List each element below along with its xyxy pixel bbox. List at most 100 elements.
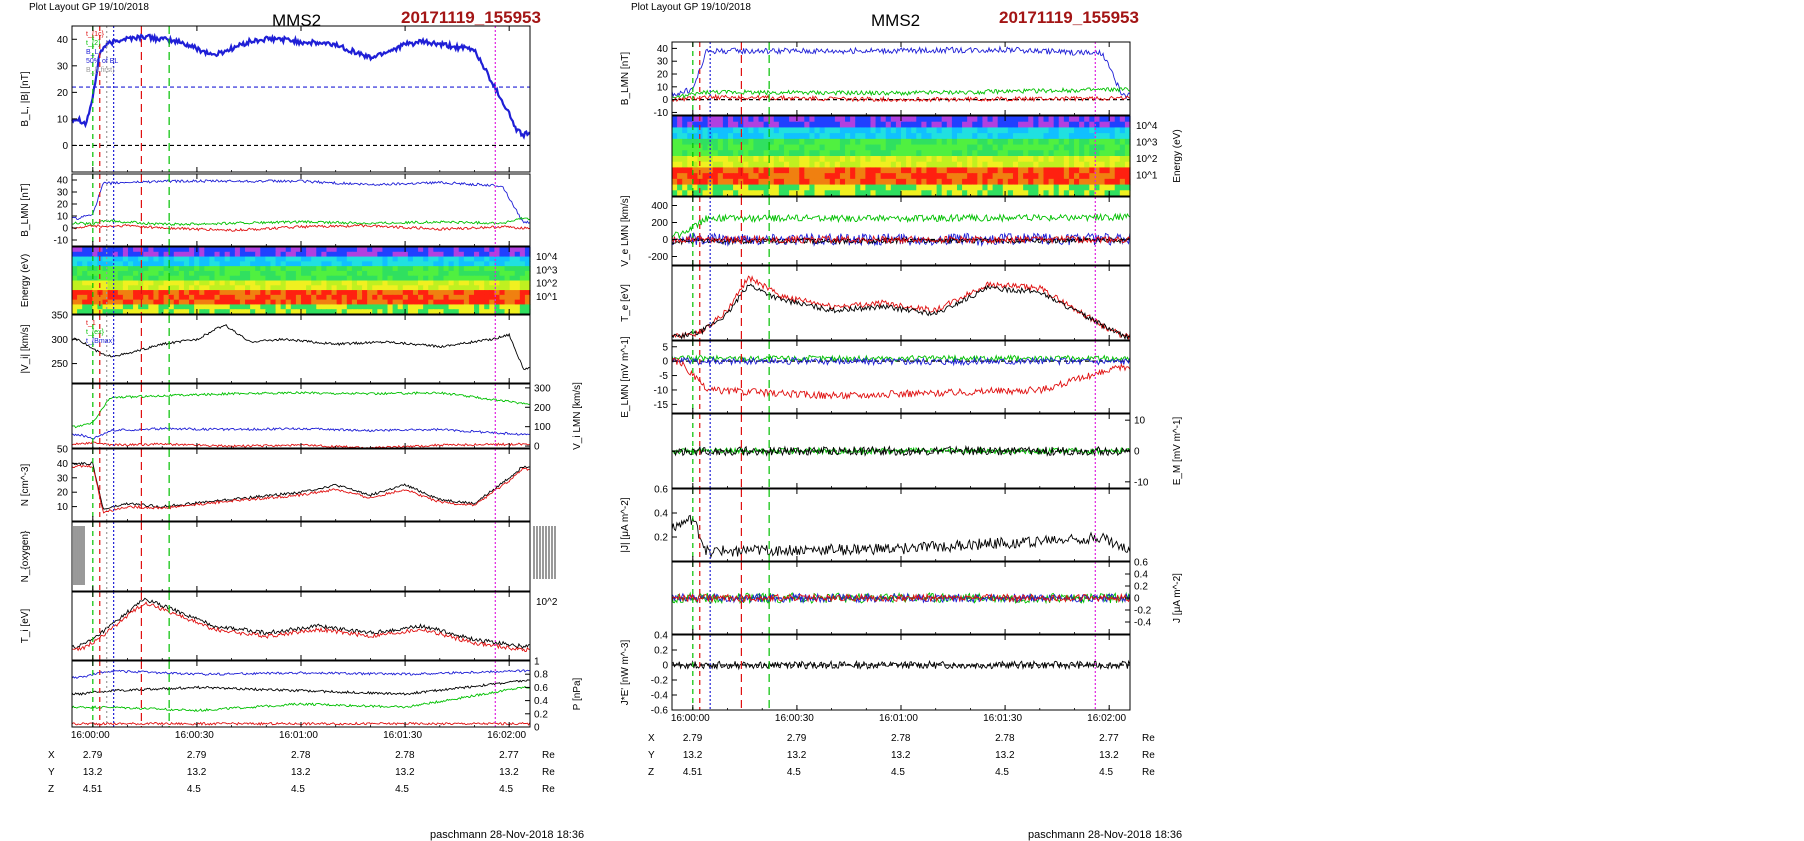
spectrogram-cell (260, 247, 266, 253)
spectrogram-cell (260, 290, 266, 296)
spectrogram-cell (463, 309, 470, 315)
spectrogram-cell (153, 309, 160, 315)
ephemeris-row-label: X (648, 733, 655, 744)
spectrogram-cell (519, 280, 526, 286)
spectrogram-cell (804, 127, 810, 134)
spectrogram-cell (997, 184, 1004, 191)
spectrogram-cell (163, 299, 170, 306)
spectrogram-cell (453, 270, 460, 277)
spectrogram-cell (438, 251, 445, 258)
spectrogram-cell (783, 173, 790, 180)
panel-frame (71, 383, 531, 449)
spectrogram-cell (1023, 156, 1029, 163)
series-line-pi (71, 685, 530, 713)
spectrogram-cell (173, 247, 180, 253)
spectrogram-cell (311, 251, 317, 258)
spectrogram-cell (285, 261, 292, 267)
spectrogram-cell (1109, 150, 1116, 157)
y-tick-label: 0 (662, 661, 668, 672)
spectrogram-cell (962, 178, 968, 186)
spectrogram-cell (72, 285, 78, 291)
spectrogram-cell (280, 270, 287, 277)
spectrogram-cell (804, 144, 810, 151)
spectrogram-cell (921, 127, 928, 134)
spectrogram-cell (733, 184, 739, 191)
series-line-vl (71, 391, 530, 429)
spectrogram-cell (727, 127, 734, 134)
spectrogram-cell (1043, 121, 1050, 129)
spectrogram-cell (804, 190, 810, 197)
spectrogram-cell (804, 116, 810, 123)
spectrogram-cell (972, 150, 978, 157)
spectrogram-cell (773, 167, 780, 174)
spectrogram-cell (845, 167, 851, 174)
spectrogram-cell (514, 285, 521, 291)
spectrogram-cell (356, 247, 363, 253)
spectrogram-cell (834, 167, 841, 174)
spectrogram-cell (1094, 156, 1101, 163)
spectrogram-cell (906, 161, 912, 169)
spectrogram-cell (463, 304, 470, 310)
spectrogram-cell (1063, 184, 1070, 191)
spectrogram-cell (143, 280, 149, 286)
spectrogram-cell (707, 156, 714, 163)
spectrogram-cell (1124, 167, 1131, 174)
spectrogram-cell (941, 138, 948, 146)
spectrogram-cell (778, 161, 785, 169)
spectrogram-cell (1109, 190, 1116, 197)
spectrogram-cell (1089, 178, 1095, 186)
spectrogram-cell (814, 150, 821, 157)
spectrogram-cell (255, 256, 261, 262)
spectrogram-cell (1079, 190, 1085, 197)
spectrogram-cell (758, 150, 765, 157)
spectrogram-cell (1124, 190, 1131, 197)
spectrogram-cell (738, 173, 744, 180)
spectrogram-cell (733, 138, 739, 146)
spectrogram-cell (997, 150, 1004, 157)
series-line-bm (71, 216, 530, 227)
spectrogram-cell (295, 280, 302, 286)
spectrogram-cell (514, 256, 521, 262)
spectrogram-cell (860, 121, 866, 129)
spectrogram-cell (346, 256, 353, 262)
spectrogram-cell (778, 173, 785, 180)
spectrogram-cell (494, 304, 501, 310)
spectrogram-cell (768, 144, 775, 151)
spectrogram-cell (1074, 127, 1080, 134)
spectrogram-cell (717, 138, 724, 146)
spectrogram-cell (443, 270, 450, 277)
spectrogram-cell (1028, 133, 1034, 140)
spectrogram-cell (839, 138, 846, 146)
spectrogram-cell (92, 280, 99, 286)
spectrogram-cell (1002, 138, 1009, 146)
spectrogram-cell (875, 167, 882, 174)
spectrogram-cell (153, 304, 160, 310)
spectrogram-cell (112, 299, 119, 306)
spectrogram-cell (672, 178, 678, 186)
spectrogram-cell (189, 290, 195, 296)
y-tick-label: 0 (662, 95, 668, 106)
time-tick-label: 16:02:00 (1087, 713, 1127, 724)
spectrogram-cell (824, 156, 831, 163)
spectrogram-cell (962, 167, 968, 174)
spectrogram-cell (1028, 178, 1034, 186)
spectrogram-cell (321, 251, 328, 258)
spectrogram-cell (168, 290, 175, 296)
spectrogram-cell (814, 121, 821, 129)
spectrogram-cell (936, 161, 943, 169)
spectrogram-cell (219, 285, 226, 291)
spectrogram-cell (1104, 121, 1111, 129)
spectrogram-cell (239, 304, 246, 310)
spectrogram-cell (1068, 178, 1075, 186)
spectrogram-cell (824, 190, 831, 197)
spectrogram-cell (1002, 150, 1009, 157)
spectrogram-cell (250, 304, 256, 310)
spectrogram-cell (1124, 127, 1131, 134)
spectrogram-cell (1048, 190, 1055, 197)
spectrogram-cell (423, 270, 429, 277)
y-tick-label: 5 (662, 342, 668, 353)
spectrogram-cell (280, 285, 287, 291)
spectrogram-cell (1114, 121, 1121, 129)
spectrogram-cell (356, 270, 363, 277)
spectrogram-cell (224, 261, 231, 267)
